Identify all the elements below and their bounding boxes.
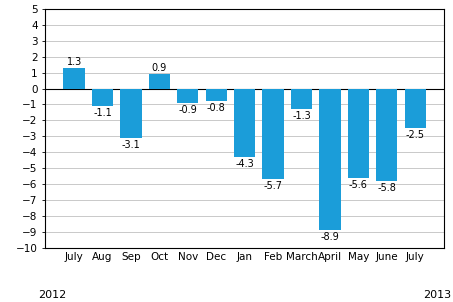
- Text: 2012: 2012: [38, 290, 66, 300]
- Text: -0.9: -0.9: [178, 105, 197, 115]
- Bar: [206, 88, 227, 101]
- Bar: [262, 88, 284, 179]
- Text: -5.8: -5.8: [377, 183, 396, 193]
- Text: -1.1: -1.1: [93, 108, 112, 118]
- Bar: [347, 88, 369, 178]
- Text: -8.9: -8.9: [321, 232, 339, 242]
- Text: -4.3: -4.3: [235, 159, 254, 169]
- Text: 2013: 2013: [423, 290, 451, 300]
- Text: 1.3: 1.3: [67, 57, 82, 67]
- Bar: [234, 88, 255, 157]
- Bar: [92, 88, 113, 106]
- Text: -5.7: -5.7: [264, 181, 283, 191]
- Bar: [319, 88, 341, 230]
- Text: -1.3: -1.3: [292, 111, 311, 121]
- Text: 0.9: 0.9: [152, 63, 167, 73]
- Text: -3.1: -3.1: [121, 140, 140, 150]
- Bar: [63, 68, 85, 88]
- Bar: [149, 74, 170, 88]
- Bar: [376, 88, 397, 181]
- Bar: [120, 88, 142, 138]
- Text: -2.5: -2.5: [405, 130, 424, 140]
- Text: -0.8: -0.8: [207, 103, 226, 113]
- Bar: [177, 88, 198, 103]
- Bar: [405, 88, 426, 128]
- Text: -5.6: -5.6: [349, 180, 368, 190]
- Bar: [291, 88, 312, 109]
